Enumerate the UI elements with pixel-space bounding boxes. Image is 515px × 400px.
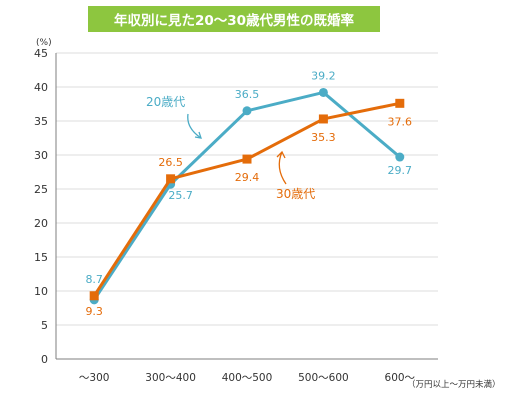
series-point	[242, 154, 252, 164]
chart-title: 年収別に見た20～30歳代男性の既婚率	[113, 13, 355, 29]
y-tick-label: 0	[41, 353, 48, 366]
series-point	[166, 174, 176, 184]
series-name-label: 20歳代	[146, 95, 185, 109]
chart-title-banner: 年収別に見た20～30歳代男性の既婚率	[88, 6, 380, 32]
series-point	[242, 106, 252, 116]
data-label: 36.5	[235, 88, 260, 101]
data-label: 39.2	[311, 69, 336, 82]
y-tick-label: 15	[34, 251, 48, 264]
y-tick-label: 30	[34, 149, 48, 162]
series-line	[92, 90, 401, 301]
x-axis-unit-label: （万円以上～万円未満）	[407, 379, 501, 390]
data-labels: 8.7 25.7 36.5 39.2 29.7 9.3 26.5 29.4 35.3 37.6	[85, 69, 412, 317]
y-tick-label: 35	[34, 115, 48, 128]
data-label: 37.6	[388, 115, 413, 128]
axes: 0 5 10 15 20 25 30 35 40 45(%) ～300 300～400 400～500 5…	[34, 38, 501, 390]
data-label: 25.7	[168, 189, 193, 202]
callout-pointer	[187, 113, 202, 139]
y-tick-label: 10	[34, 285, 48, 298]
x-tick-label: 300～400	[145, 372, 196, 384]
y-tick-label: 40	[34, 81, 48, 94]
x-tick-label: 500～600	[298, 372, 349, 384]
series-point	[395, 152, 405, 162]
data-label: 26.5	[158, 156, 183, 169]
x-tick-label: 400～500	[222, 372, 273, 384]
y-tick-label: 45	[34, 47, 48, 60]
series-lines	[89, 87, 405, 305]
data-label: 9.3	[85, 305, 103, 318]
data-label: 35.3	[311, 131, 336, 144]
x-tick-label: ～300	[79, 372, 110, 384]
series-point	[89, 291, 99, 301]
callout-arrowhead	[194, 131, 202, 139]
series-line	[92, 101, 401, 297]
x-tick-label: 600～	[385, 372, 416, 384]
data-label: 8.7	[85, 273, 103, 286]
y-tick-label: 25	[34, 183, 48, 196]
series-callouts: 20歳代 30歳代	[146, 95, 315, 201]
data-label: 29.7	[388, 164, 413, 177]
y-tick-label: 5	[41, 319, 48, 332]
series-point	[395, 98, 405, 108]
callout-pointer	[278, 151, 287, 185]
y-axis-unit-label: (%)	[36, 38, 52, 48]
data-label: 29.4	[235, 171, 260, 184]
series-point	[318, 114, 328, 124]
series-point	[318, 87, 328, 97]
y-tick-label: 20	[34, 217, 48, 230]
callout-arrowhead	[276, 150, 286, 159]
series-name-label: 30歳代	[276, 187, 315, 201]
